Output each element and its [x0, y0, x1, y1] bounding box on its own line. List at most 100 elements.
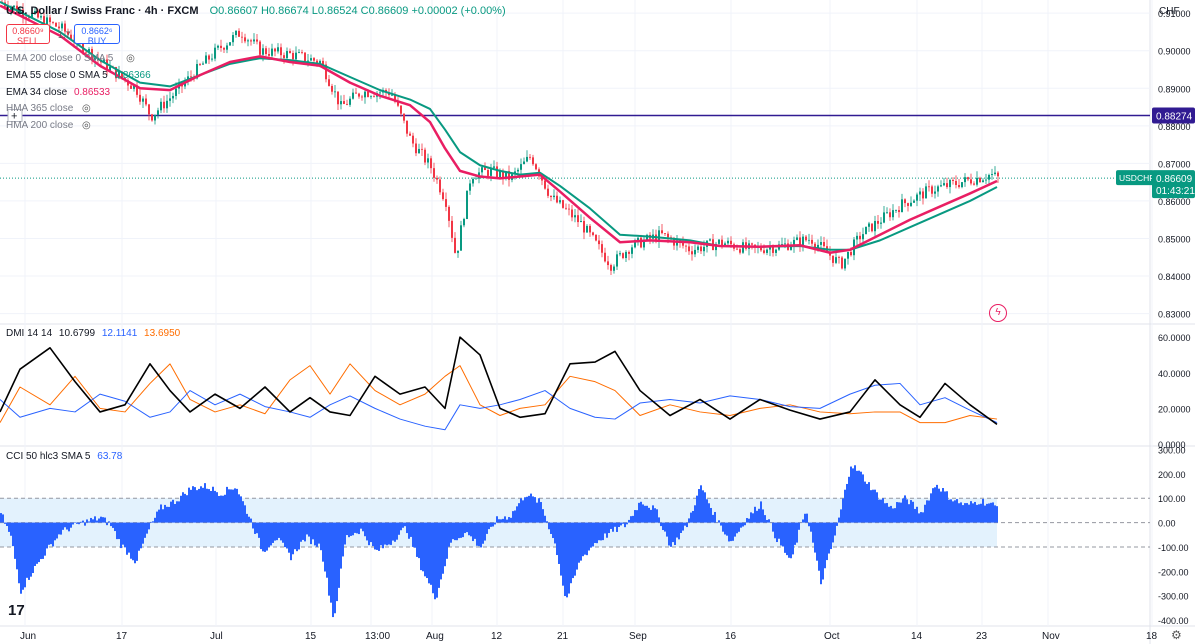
add-level-button[interactable]	[7, 109, 23, 123]
candle-body	[979, 177, 981, 183]
cci-bar	[100, 516, 102, 523]
eye-icon[interactable]: ◎	[82, 120, 91, 131]
price-tick-label: 0.90000	[1158, 47, 1191, 57]
candle-body	[718, 239, 720, 244]
cci-bar	[544, 515, 546, 523]
price-tick-label: 0.88000	[1158, 122, 1191, 132]
candle-body	[769, 247, 771, 250]
candle-body	[925, 186, 927, 199]
cci-bar	[64, 522, 66, 528]
cci-bar	[18, 522, 20, 584]
cci-bar	[158, 509, 160, 523]
cci-bar	[364, 522, 366, 537]
price-tick-label: 0.85000	[1158, 234, 1191, 244]
indicator-ema55[interactable]: EMA 55 close 0 SMA 5 0.86366	[6, 70, 151, 81]
cci-bar	[630, 516, 632, 523]
cci-bar	[468, 522, 470, 536]
cci-bar	[872, 489, 874, 523]
candle-body	[913, 200, 915, 203]
spread-value: 1.7	[58, 30, 71, 40]
sell-price: 0.8660⁹	[12, 26, 44, 36]
candle-body	[505, 171, 507, 179]
candle-body	[751, 243, 753, 245]
indicator-ema200[interactable]: EMA 200 close 0 SMA 5 ◎	[6, 53, 135, 64]
cci-bar	[878, 499, 880, 523]
cci-bar	[444, 522, 446, 567]
cci-bar	[36, 522, 38, 564]
buy-button[interactable]: 0.8662⁶ BUY	[74, 24, 120, 46]
indicator-ema34[interactable]: EMA 34 close 0.86533	[6, 87, 110, 98]
candle-body	[904, 199, 906, 204]
cci-bar	[456, 522, 458, 541]
symbol-title[interactable]: U.S. Dollar / Swiss Franc · 4h · FXCM	[6, 5, 199, 17]
sell-button[interactable]: 0.8660⁹ SELL	[6, 24, 50, 46]
cci-bar	[836, 522, 838, 526]
candle-body	[472, 178, 474, 184]
dmi-tick-label: 40.0000	[1158, 369, 1191, 379]
cci-bar	[432, 522, 434, 594]
candle-body	[109, 66, 111, 71]
candle-body	[631, 247, 633, 254]
price-axis[interactable]: 0.91000 0.90000 0.89000 0.88000 0.87000 0.860…	[1158, 9, 1191, 626]
cci-bar	[168, 506, 170, 523]
candle-body	[328, 79, 330, 86]
cci-bar	[400, 522, 402, 531]
cci-bar	[382, 522, 384, 549]
time-axis[interactable]: Jun 17 Jul 15 13:00 Aug 12 21 Sep 16 Oct 14 23 Nov 18	[20, 631, 1158, 642]
candle-body	[637, 237, 639, 241]
cci-bar	[54, 522, 56, 541]
cci-bar	[960, 502, 962, 523]
cci-bar	[10, 522, 12, 536]
cci-bar	[46, 522, 48, 549]
cci-bar	[740, 522, 742, 528]
candle-body	[274, 48, 276, 52]
cci-bar	[952, 501, 954, 523]
price-tick-label: 0.83000	[1158, 310, 1191, 320]
candle-body	[517, 169, 519, 172]
candle-body	[196, 64, 198, 79]
cci-bar	[458, 522, 460, 539]
candle-body	[121, 71, 123, 78]
candle-body	[403, 113, 405, 121]
cci-bar	[930, 493, 932, 523]
cci-bar	[914, 508, 916, 523]
eye-icon[interactable]: ◎	[126, 53, 135, 64]
time-tick-label: Aug	[426, 631, 444, 642]
eye-icon[interactable]: ◎	[82, 103, 91, 114]
cci-bar	[304, 522, 306, 542]
candle-body	[265, 48, 267, 55]
candle-body	[580, 220, 582, 223]
candle-body	[865, 226, 867, 235]
cci-bar	[496, 516, 498, 523]
candle-body	[487, 170, 489, 176]
cci-bar	[864, 481, 866, 523]
cci-bar	[648, 507, 650, 523]
candle-body	[439, 179, 441, 193]
candle-body	[553, 195, 555, 198]
cci-legend[interactable]: CCI 50 hlc3 SMA 5 63.78	[6, 451, 122, 462]
cci-bar	[108, 521, 110, 523]
indicator-hma200[interactable]: HMA 200 close ◎	[6, 120, 91, 131]
cci-bar	[526, 496, 528, 523]
candle-body	[691, 251, 693, 255]
lightning-icon[interactable]: ϟ	[989, 304, 1007, 322]
cci-bar	[96, 520, 98, 523]
dmi-legend[interactable]: DMI 14 14 10.6799 12.1141 13.6950	[6, 328, 180, 339]
cci-bar	[992, 502, 994, 523]
candle-body	[58, 26, 60, 29]
candle-body	[82, 41, 84, 53]
candle-body	[529, 156, 531, 158]
cci-bar	[248, 516, 250, 523]
currency-label[interactable]: CHF	[1159, 6, 1180, 17]
candle-body	[991, 174, 993, 175]
candle-body	[37, 10, 39, 18]
cci-bar	[414, 522, 416, 548]
settings-gear-icon[interactable]: ⚙	[1171, 628, 1182, 642]
cci-bar	[308, 522, 310, 537]
candle-body	[325, 64, 327, 80]
tradingview-logo-icon[interactable]: 17	[8, 602, 25, 619]
indicator-hma365[interactable]: HMA 365 close ◎	[6, 103, 91, 114]
cci-bar	[200, 486, 202, 523]
